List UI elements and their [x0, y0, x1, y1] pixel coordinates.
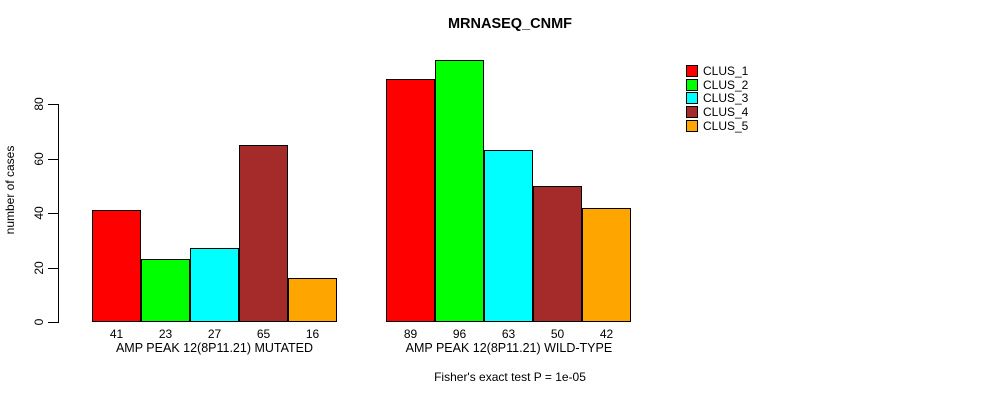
legend-swatch-clus_2 — [686, 78, 698, 91]
bar-clus_4-group2 — [533, 186, 582, 322]
bar-value-label: 27 — [207, 327, 222, 341]
bar-clus_3-group1 — [190, 248, 239, 322]
bar-value-label: 42 — [599, 327, 614, 341]
legend-swatch-clus_1 — [686, 65, 698, 77]
legend-item: CLUS_5 — [686, 118, 749, 133]
y-axis-line — [58, 104, 59, 323]
category-label: AMP PEAK 12(8P11.21) MUTATED — [115, 341, 314, 355]
category-label: AMP PEAK 12(8P11.21) WILD-TYPE — [405, 341, 613, 355]
annotation-text: Fisher's exact test P = 1e-05 — [434, 370, 586, 384]
y-tick-mark — [48, 104, 58, 105]
chart-title: MRNASEQ_CNMF — [447, 16, 573, 32]
legend-label: CLUS_2 — [703, 77, 749, 92]
y-tick-mark — [48, 322, 58, 323]
legend-label: CLUS_5 — [703, 118, 749, 133]
legend-swatch-clus_3 — [686, 92, 698, 105]
bar-clus_3-group2 — [484, 150, 533, 322]
bar-value-label: 50 — [550, 327, 565, 341]
y-tick-mark — [48, 268, 58, 269]
bar-clus_2-group2 — [435, 60, 484, 322]
y-tick-label: 0 — [32, 318, 46, 326]
legend-label: CLUS_1 — [703, 64, 749, 78]
bar-value-label: 23 — [158, 327, 173, 341]
bar-value-label: 89 — [403, 327, 418, 341]
legend-swatch-clus_5 — [686, 119, 698, 132]
legend-item: CLUS_1 — [686, 65, 748, 77]
y-tick-mark — [48, 159, 58, 160]
legend-item: CLUS_4 — [686, 105, 749, 120]
bar-clus_5-group2 — [582, 208, 631, 322]
bar-value-label: 96 — [452, 327, 467, 341]
legend-swatch-clus_4 — [686, 106, 698, 119]
bar-clus_2-group1 — [141, 259, 190, 322]
bar-value-label: 63 — [501, 327, 516, 341]
bar-value-label: 16 — [305, 327, 320, 341]
bar-clus_1-group2 — [386, 79, 435, 322]
bar-value-label: 65 — [256, 327, 271, 341]
y-tick-label: 80 — [32, 97, 46, 111]
y-tick-mark — [48, 213, 58, 214]
bar-clus_5-group1 — [288, 278, 337, 322]
y-tick-label: 60 — [32, 152, 46, 166]
legend-label: CLUS_4 — [703, 105, 749, 120]
bar-clus_1-group1 — [92, 210, 141, 322]
legend-item: CLUS_3 — [686, 91, 749, 106]
bar-clus_4-group1 — [239, 145, 288, 322]
legend-label: CLUS_3 — [703, 91, 749, 106]
y-tick-label: 20 — [32, 261, 46, 275]
y-axis-label: number of cases — [3, 145, 17, 235]
legend-item: CLUS_2 — [686, 77, 749, 92]
bar-value-label: 41 — [109, 327, 124, 341]
y-tick-label: 40 — [32, 206, 46, 220]
